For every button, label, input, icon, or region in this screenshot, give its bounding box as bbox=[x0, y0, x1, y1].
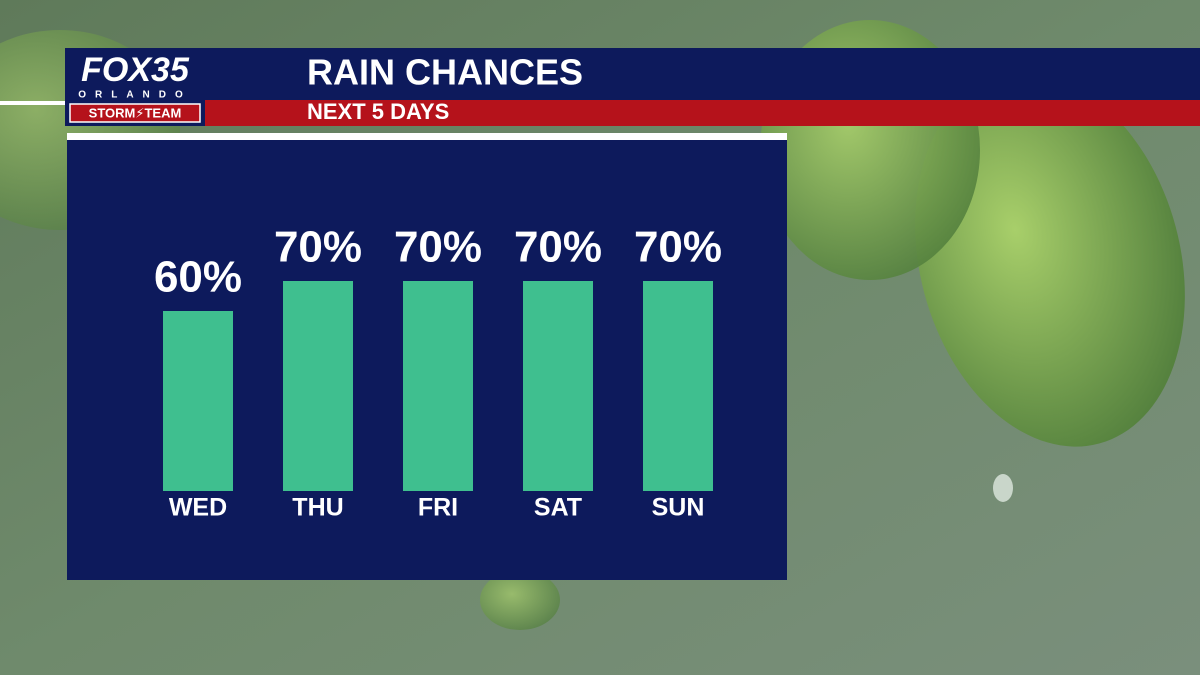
leaf bbox=[915, 73, 1185, 447]
panel-top-border bbox=[67, 133, 787, 140]
value-label: 70% bbox=[274, 223, 362, 272]
value-label: 70% bbox=[634, 223, 722, 272]
logo-team-box bbox=[69, 103, 201, 123]
subtitle-bar bbox=[205, 100, 1200, 126]
bar bbox=[283, 281, 353, 491]
value-label: 60% bbox=[154, 253, 242, 302]
logo-city: ORLANDO bbox=[78, 90, 192, 101]
logo-brand: FOX35 bbox=[81, 51, 190, 89]
x-tick-label: FRI bbox=[418, 494, 458, 522]
bar bbox=[163, 311, 233, 491]
bar bbox=[643, 281, 713, 491]
value-label: 70% bbox=[514, 223, 602, 272]
droplet bbox=[993, 474, 1013, 502]
accent-line bbox=[0, 101, 70, 105]
chart-subtitle: NEXT 5 DAYS bbox=[307, 99, 449, 124]
x-tick-label: THU bbox=[292, 494, 343, 522]
x-tick-label: SUN bbox=[652, 494, 705, 522]
value-label: 70% bbox=[394, 223, 482, 272]
x-tick-label: WED bbox=[169, 494, 227, 522]
x-tick-label: SAT bbox=[534, 494, 582, 522]
chart-title: RAIN CHANCES bbox=[307, 52, 583, 93]
title-bar bbox=[65, 48, 1200, 100]
logo-team: STORM⚡TEAM bbox=[89, 105, 182, 120]
bar bbox=[403, 281, 473, 491]
bar bbox=[523, 281, 593, 491]
leaf bbox=[480, 570, 560, 630]
